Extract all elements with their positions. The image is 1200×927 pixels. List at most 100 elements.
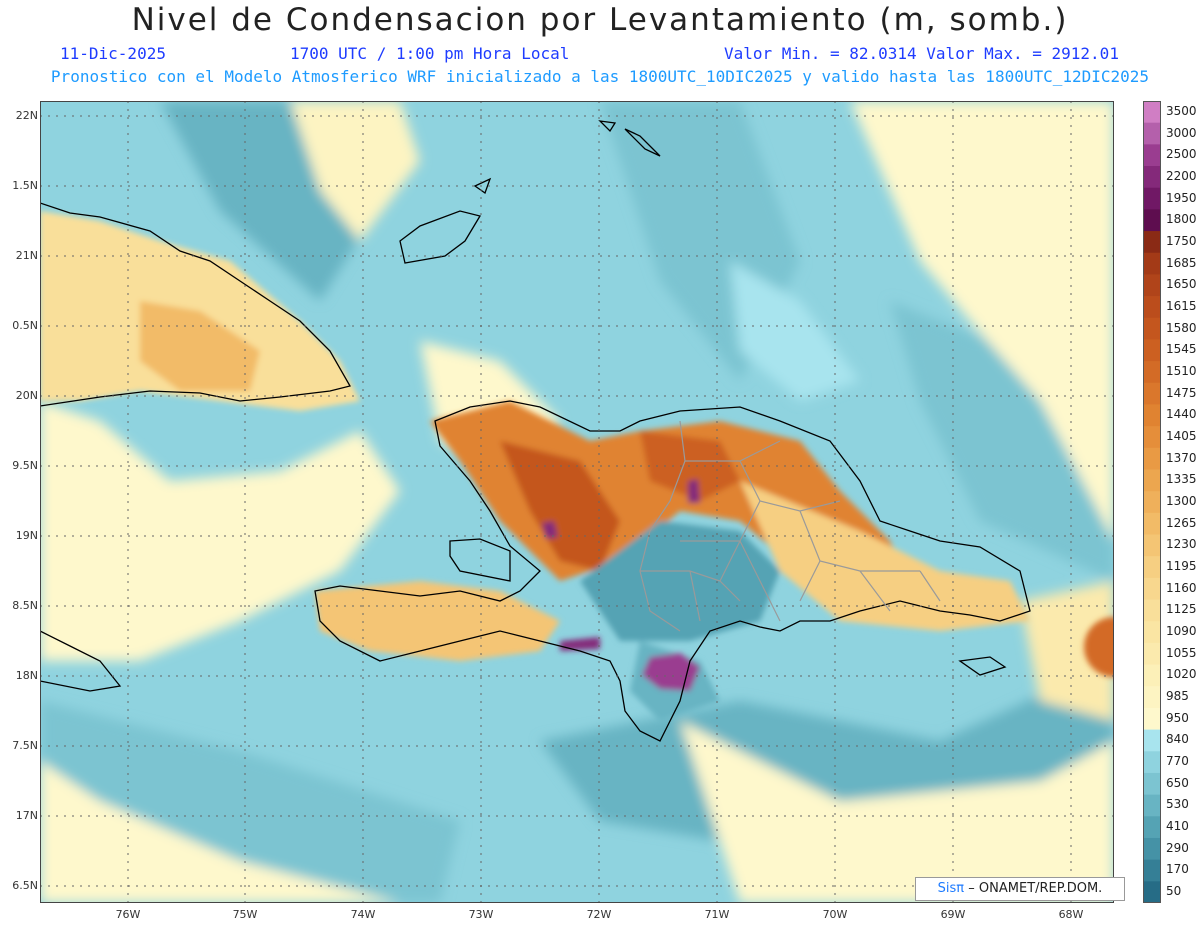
legend-swatch	[1143, 144, 1161, 167]
lat-label: 6.5N	[12, 879, 38, 892]
legend-label: 985	[1166, 689, 1189, 704]
legend-label: 50	[1166, 884, 1182, 899]
forecast-date: 11-Dic-2025	[60, 44, 166, 63]
lat-label: 9.5N	[12, 459, 38, 472]
lat-label: 1.5N	[12, 179, 38, 192]
lon-label: 76W	[115, 908, 141, 921]
legend-swatch	[1143, 577, 1161, 601]
legend-label: 1545	[1166, 342, 1197, 357]
lon-label: 73W	[468, 908, 494, 921]
lon-label: 70W	[822, 908, 848, 921]
legend-label: 1090	[1166, 624, 1197, 639]
legend-swatch	[1143, 859, 1161, 882]
legend-swatch	[1143, 881, 1161, 903]
legend-swatch	[1143, 621, 1161, 644]
lat-label: 18N	[15, 669, 38, 682]
legend-label: 290	[1166, 840, 1189, 855]
legend-swatch	[1143, 382, 1161, 405]
legend-label: 1230	[1166, 537, 1197, 552]
legend-label: 410	[1166, 819, 1189, 834]
province-borders	[639, 420, 941, 632]
land-shading	[40, 211, 1114, 721]
legend-label: 1370	[1166, 450, 1197, 465]
legend-label: 3000	[1166, 125, 1197, 140]
lat-label: 8.5N	[12, 599, 38, 612]
legend-swatch	[1143, 556, 1161, 579]
model-info: Pronostico con el Modelo Atmosferico WRF…	[50, 67, 1150, 86]
map-title: Nivel de Condensacion por Levantamiento …	[131, 2, 1069, 38]
legend-swatch	[1143, 729, 1161, 752]
sispi-logo-text: Sisπ	[937, 881, 965, 896]
legend-label: 1510	[1166, 363, 1197, 378]
legend-swatch	[1143, 296, 1161, 319]
legend-label: 840	[1166, 732, 1189, 747]
legend-swatch	[1143, 317, 1161, 340]
legend-swatch	[1143, 252, 1161, 275]
legend-swatch	[1143, 274, 1161, 297]
legend-swatch	[1143, 426, 1161, 449]
lat-label: 20N	[15, 389, 38, 402]
legend-label: 530	[1166, 797, 1189, 812]
credit-text: – ONAMET/REP.DOM.	[968, 881, 1103, 896]
forecast-time: 1700 UTC / 1:00 pm Hora Local	[290, 44, 570, 63]
coastlines	[40, 120, 1031, 742]
legend-label: 950	[1166, 710, 1189, 725]
lon-label: 75W	[232, 908, 258, 921]
legend-label: 1300	[1166, 494, 1197, 508]
legend-swatch	[1143, 816, 1161, 839]
legend-swatch	[1143, 772, 1161, 796]
legend-swatch	[1143, 837, 1161, 861]
credit-badge: Sisπ – ONAMET/REP.DOM.	[915, 877, 1125, 901]
lat-label: 0.5N	[12, 319, 38, 332]
shading-layers	[40, 101, 1114, 903]
legend-label: 1615	[1166, 298, 1197, 313]
legend-swatch	[1143, 794, 1161, 817]
legend-label: 1020	[1166, 667, 1197, 682]
legend-swatch	[1143, 209, 1161, 232]
legend-label: 1685	[1166, 255, 1197, 270]
legend-label: 650	[1166, 775, 1189, 790]
legend-label: 1440	[1166, 407, 1197, 422]
legend-swatch	[1143, 686, 1161, 709]
legend-label: 170	[1166, 862, 1189, 877]
lat-label: 7.5N	[12, 739, 38, 752]
legend-label: 1055	[1166, 645, 1197, 660]
legend-swatch	[1143, 707, 1161, 731]
lon-label: 72W	[586, 908, 612, 921]
lat-lon-grid	[40, 101, 1114, 903]
legend-label: 770	[1166, 754, 1189, 769]
min-max-values: Valor Min. = 82.0314 Valor Max. = 2912.0…	[724, 44, 1119, 63]
legend-label: 1950	[1166, 190, 1197, 205]
legend-swatch	[1143, 122, 1161, 145]
legend-swatch	[1143, 404, 1161, 427]
legend-label: 1125	[1166, 602, 1197, 617]
legend-swatch	[1143, 447, 1161, 470]
color-legend	[1143, 101, 1161, 903]
legend-swatch	[1143, 664, 1161, 687]
legend-label: 1800	[1166, 212, 1197, 227]
legend-swatch	[1143, 166, 1161, 189]
legend-swatch	[1143, 599, 1161, 622]
legend-label: 1335	[1166, 472, 1197, 487]
legend-swatch	[1143, 187, 1161, 210]
legend-swatch	[1143, 339, 1161, 362]
legend-swatch	[1143, 469, 1161, 492]
legend-label: 1265	[1166, 515, 1197, 530]
legend-label: 1160	[1166, 580, 1197, 595]
legend-swatch	[1143, 361, 1161, 384]
lon-label: 68W	[1058, 908, 1084, 921]
lat-label: 22N	[15, 109, 38, 122]
legend-swatch	[1143, 512, 1161, 536]
lcl-map	[40, 101, 1114, 903]
legend-label: 1750	[1166, 233, 1197, 248]
map-frame	[40, 101, 1114, 903]
lat-label: 17N	[15, 809, 38, 822]
lon-label: 71W	[704, 908, 730, 921]
legend-label: 1650	[1166, 277, 1197, 292]
legend-swatch	[1143, 231, 1161, 254]
legend-label: 1580	[1166, 320, 1197, 335]
lon-label: 69W	[940, 908, 966, 921]
legend-swatch	[1143, 491, 1161, 514]
legend-swatch	[1143, 751, 1161, 774]
lat-label: 19N	[15, 529, 38, 542]
